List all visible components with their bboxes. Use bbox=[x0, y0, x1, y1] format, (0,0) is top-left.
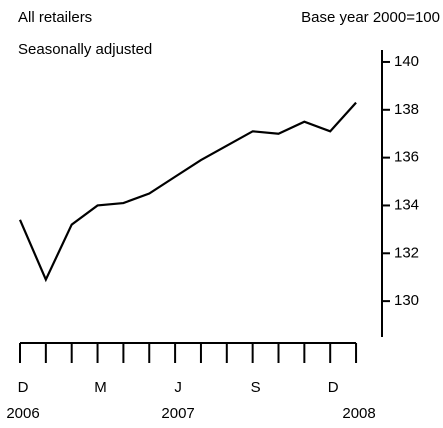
chart-subtitle: Seasonally adjusted bbox=[18, 41, 152, 58]
y-tick-label: 132 bbox=[394, 244, 419, 261]
y-tick-label: 136 bbox=[394, 149, 419, 166]
y-tick-label: 138 bbox=[394, 101, 419, 118]
x-tick-label: S bbox=[251, 379, 261, 396]
line bbox=[18, 101, 357, 283]
x-year-label: 2008 bbox=[342, 405, 375, 422]
x-tick-label: J bbox=[174, 379, 182, 396]
y-axis-label: Base year 2000=100 bbox=[301, 9, 440, 26]
chart-title: All retailers bbox=[18, 9, 92, 26]
x-year-label: 2007 bbox=[161, 405, 194, 422]
x-tick-label: D bbox=[18, 379, 29, 396]
y-tick-label: 130 bbox=[394, 292, 419, 309]
x-tick-label: D bbox=[328, 379, 339, 396]
y-tick-label: 134 bbox=[394, 196, 419, 213]
x-tick-label: M bbox=[94, 379, 107, 396]
y-tick-label: 140 bbox=[394, 53, 419, 70]
x-year-label: 2006 bbox=[6, 405, 39, 422]
